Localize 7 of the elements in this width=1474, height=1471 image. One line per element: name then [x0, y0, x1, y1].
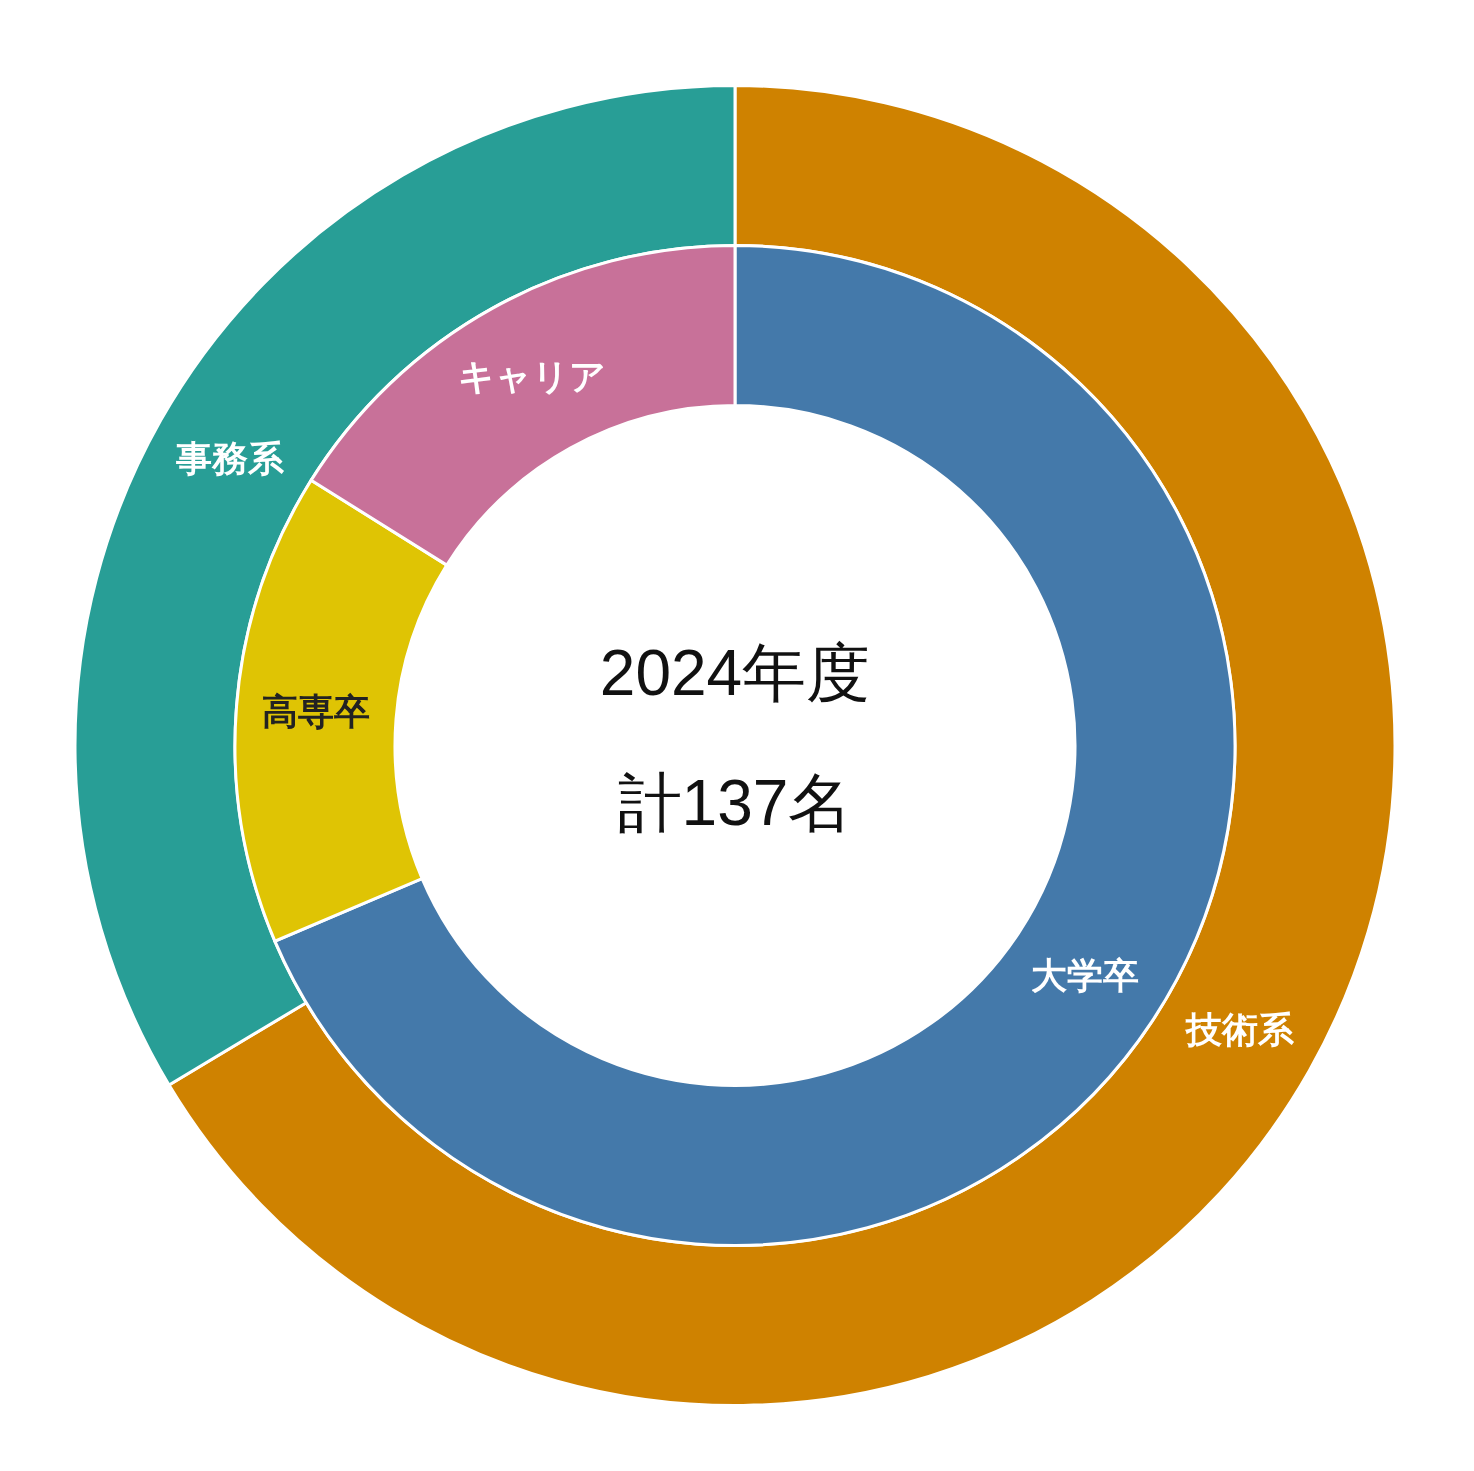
text: 計137名 [617, 766, 853, 838]
slice-label: 事務系 [175, 437, 286, 479]
slice-label: 高専卒 [262, 690, 371, 732]
slice-label: キャリア [457, 355, 606, 397]
text: 2024年度 [599, 636, 871, 708]
slice-label: 技術系 [1183, 1008, 1295, 1050]
slice-label: 大学卒 [1031, 954, 1140, 996]
